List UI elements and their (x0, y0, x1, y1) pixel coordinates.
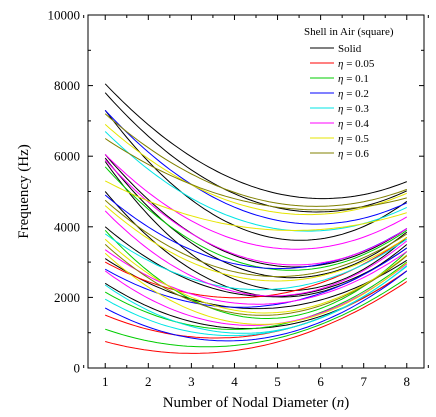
curves-layer (104, 83, 408, 354)
legend-value: = 0.1 (343, 73, 368, 85)
legend-bg (308, 57, 418, 68)
series-line (104, 124, 407, 216)
legend-value: Solid (338, 43, 362, 55)
x-tick-label: 7 (360, 374, 367, 389)
legend-entry: η = 0.05 (338, 58, 375, 70)
series-line (104, 157, 408, 279)
series-line (104, 233, 408, 291)
x-tick-label: 2 (145, 374, 152, 389)
series-line (104, 199, 408, 278)
y-tick-label: 8000 (54, 78, 80, 93)
series-line (105, 281, 408, 354)
x-axis-label-end: ) (344, 395, 349, 411)
series-line (104, 226, 408, 298)
legend-symbol: η (338, 88, 343, 100)
series-line (104, 138, 407, 211)
x-tick-label: 3 (188, 374, 195, 389)
series-line (104, 154, 408, 250)
legend-value: = 0.4 (343, 118, 369, 130)
series-line (104, 83, 407, 200)
y-tick-label: 2000 (54, 290, 80, 305)
legend-symbol: η (338, 73, 343, 85)
legend-symbol: η (338, 118, 343, 130)
x-axis-label-var: n (337, 395, 345, 411)
legend-value: = 0.5 (343, 133, 369, 145)
series-line (105, 270, 408, 339)
series-line (104, 229, 408, 319)
series-line (104, 180, 407, 232)
ticks-layer: 1 2 3 4 5 6 7 8 0 2000 4000 6000 8000 10000 (48, 8, 429, 389)
x-axis-label: Number of Nodal Diameter (n) (163, 395, 350, 411)
series-line (104, 154, 408, 268)
series-line (104, 247, 408, 308)
legend-entry: η = 0.2 (338, 88, 369, 100)
legend-entry: η = 0.3 (338, 103, 369, 115)
series-line (104, 161, 408, 292)
legend-bg (308, 42, 418, 53)
legend-value: = 0.6 (343, 148, 369, 160)
series-line (104, 265, 408, 337)
series-line (104, 258, 408, 310)
series-line (104, 166, 408, 271)
x-tick-label: 1 (102, 374, 109, 389)
x-tick-label: 5 (274, 374, 281, 389)
legend-symbol: η (338, 133, 343, 145)
series-line (104, 205, 408, 282)
series-line (104, 131, 408, 232)
series-line (104, 261, 408, 330)
legend-symbol: η (338, 148, 343, 160)
series-line (104, 194, 408, 270)
legend-value: = 0.2 (343, 88, 368, 100)
series-line (104, 159, 408, 266)
legend-bg (308, 147, 418, 158)
series-line (104, 263, 408, 326)
legend-entry: η = 0.4 (338, 118, 369, 130)
series-line (104, 244, 408, 316)
y-tick-label: 10000 (48, 8, 81, 23)
series-line (104, 113, 407, 207)
legend-bg (308, 132, 418, 143)
series-line (104, 210, 408, 297)
series-line (104, 270, 408, 342)
legend-entry: Solid (338, 43, 362, 55)
legend-entry: η = 0.5 (338, 133, 369, 145)
series-line (104, 249, 408, 305)
legend-value: = 0.3 (343, 103, 369, 115)
legend-entry: η = 0.1 (338, 73, 369, 85)
legend-bg (308, 102, 418, 113)
y-tick-label: 0 (74, 361, 81, 376)
legend-value: = 0.05 (343, 58, 374, 70)
x-tick-label: 8 (404, 374, 411, 389)
x-tick-label: 6 (317, 374, 324, 389)
x-axis-label-text: Number of Nodal Diameter ( (163, 395, 337, 411)
x-tick-label: 4 (231, 374, 238, 389)
y-axis-label: Frequency (Hz) (16, 144, 32, 239)
legend-bg (308, 72, 418, 83)
legend-entry: η = 0.6 (338, 148, 369, 160)
series-line (104, 109, 408, 225)
legend-bg (308, 117, 418, 128)
series-line (104, 238, 408, 314)
series-line (104, 252, 408, 325)
y-tick-label: 4000 (54, 219, 80, 234)
series-line (105, 277, 408, 348)
y-tick-label: 6000 (54, 149, 80, 164)
legend-bg (308, 87, 418, 98)
legend-symbol: η (338, 58, 343, 70)
legend-symbol: η (338, 103, 343, 115)
legend-title: Shell in Air (square) (304, 26, 394, 38)
